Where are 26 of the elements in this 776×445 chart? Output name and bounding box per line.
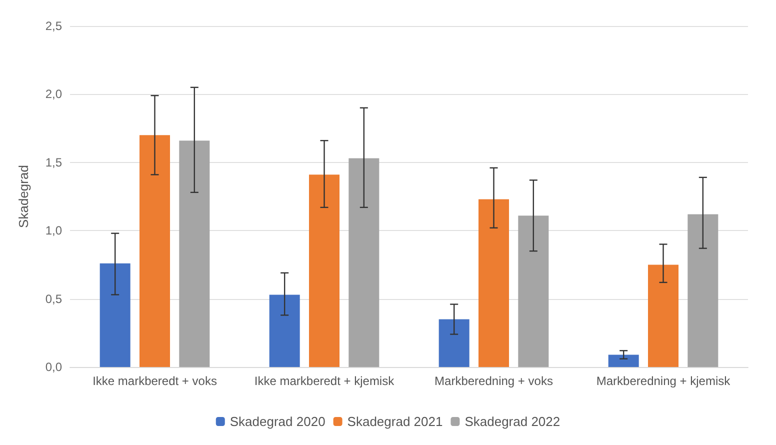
- x-tick-label: Markberedning + kjemisk: [596, 374, 732, 388]
- bar: [100, 263, 130, 367]
- y-tick-label: 2,0: [45, 87, 62, 102]
- x-tick-label: Ikke markberedt + voks: [92, 374, 217, 388]
- legend-label: Skadegrad 2021: [347, 414, 443, 429]
- legend-label: Skadegrad 2020: [230, 414, 326, 429]
- bar: [179, 140, 210, 367]
- y-tick-label: 2,5: [45, 19, 62, 33]
- bar: [608, 354, 639, 367]
- bar: [518, 216, 549, 367]
- bar: [438, 319, 470, 367]
- y-tick-label: 1,5: [45, 155, 62, 170]
- legend-label: Skadegrad 2022: [464, 414, 560, 429]
- y-axis-title: Skadegrad: [16, 165, 31, 228]
- bar: [348, 158, 380, 367]
- x-tick-label: Ikke markberedt + kjemisk: [254, 374, 396, 388]
- bar: [478, 199, 510, 367]
- x-tick-label: Markberedning + voks: [434, 374, 553, 388]
- y-tick-label: 0,5: [45, 292, 62, 306]
- bar: [269, 294, 300, 367]
- bar: [139, 135, 170, 367]
- y-tick-label: 1,0: [45, 224, 62, 238]
- bar: [648, 264, 679, 367]
- bar: [308, 174, 340, 367]
- bar: [688, 214, 718, 367]
- y-tick-label: 0,0: [45, 360, 62, 374]
